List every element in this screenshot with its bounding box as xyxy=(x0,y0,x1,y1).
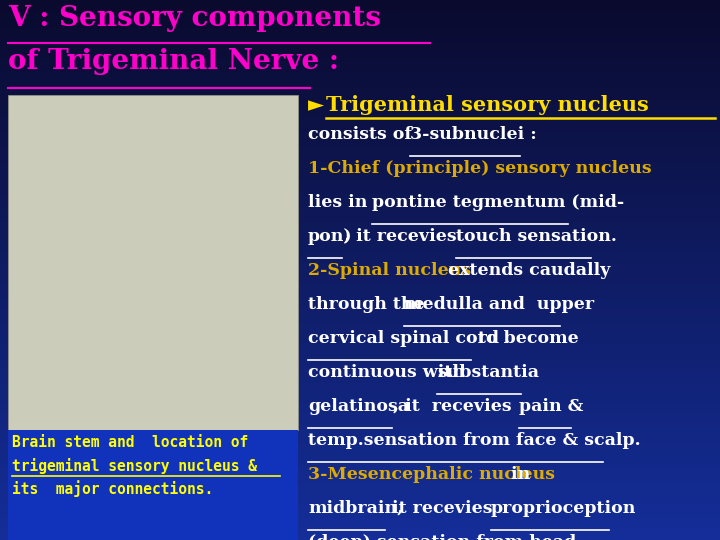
Text: gelatinosa: gelatinosa xyxy=(308,398,409,415)
Text: pain &: pain & xyxy=(519,398,583,415)
Text: temp.sensation from face & scalp.: temp.sensation from face & scalp. xyxy=(308,432,647,449)
Text: trigeminal sensory nucleus &: trigeminal sensory nucleus & xyxy=(12,458,257,474)
Text: in: in xyxy=(505,466,530,483)
Text: ►: ► xyxy=(308,95,324,115)
Text: pon): pon) xyxy=(308,228,353,245)
Text: 1-Chief (principle) sensory nucleus: 1-Chief (principle) sensory nucleus xyxy=(308,160,652,177)
Text: proprioception: proprioception xyxy=(491,500,636,517)
Text: lies in: lies in xyxy=(308,194,374,211)
Text: substantia: substantia xyxy=(437,364,539,381)
Text: , it recevies: , it recevies xyxy=(344,228,463,245)
Text: Brain stem and  location of: Brain stem and location of xyxy=(12,435,248,450)
Text: (deep) sensation from head.: (deep) sensation from head. xyxy=(308,534,582,540)
Polygon shape xyxy=(8,95,298,430)
Text: 3-Mesencephalic nucleus: 3-Mesencephalic nucleus xyxy=(308,466,555,483)
Text: 2-Spinal nucleus: 2-Spinal nucleus xyxy=(308,262,471,279)
Text: medulla and  upper: medulla and upper xyxy=(404,296,594,313)
Text: through the: through the xyxy=(308,296,431,313)
Text: 3-subnuclei :: 3-subnuclei : xyxy=(410,126,536,143)
Text: pontine tegmentum (mid-: pontine tegmentum (mid- xyxy=(372,194,624,211)
Text: to become: to become xyxy=(472,330,579,347)
Text: midbrain,: midbrain, xyxy=(308,500,403,517)
Text: , it  recevies: , it recevies xyxy=(393,398,523,415)
Text: of Trigeminal Nerve :: of Trigeminal Nerve : xyxy=(8,48,339,75)
Text: consists of: consists of xyxy=(308,126,424,143)
Text: touch sensation.: touch sensation. xyxy=(456,228,617,245)
Text: it recevies: it recevies xyxy=(386,500,498,517)
Polygon shape xyxy=(8,430,298,540)
Text: V : Sensory components: V : Sensory components xyxy=(8,5,381,32)
Text: extends caudally: extends caudally xyxy=(442,262,611,279)
Text: cervical spinal cord: cervical spinal cord xyxy=(308,330,499,347)
Text: continuous with: continuous with xyxy=(308,364,471,381)
Text: its  major connections.: its major connections. xyxy=(12,480,213,497)
Text: Trigeminal sensory nucleus: Trigeminal sensory nucleus xyxy=(326,95,649,115)
